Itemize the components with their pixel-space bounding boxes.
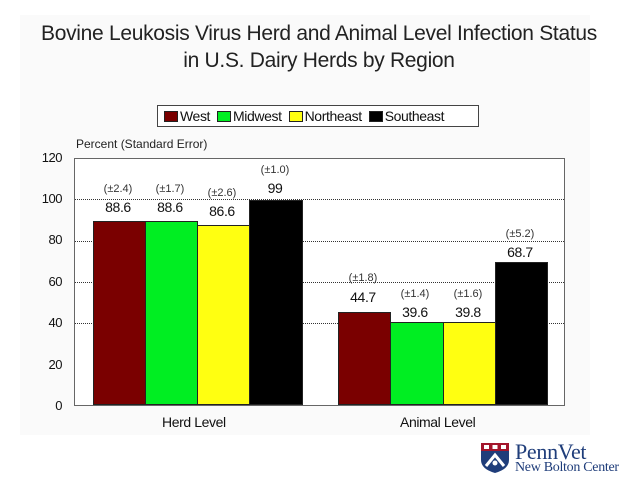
- gridline-100: [75, 199, 564, 200]
- se-label-herd-northeast: (±2.6): [207, 187, 237, 199]
- legend-label: Southeast: [384, 108, 445, 124]
- y-tick-120: 120: [41, 150, 63, 165]
- chart-title: Bovine Leukosis Virus Herd and Animal Le…: [0, 20, 638, 74]
- logo-title: PennVet: [515, 439, 587, 464]
- legend-label: West: [180, 108, 211, 124]
- value-label-animal-midwest: 39.6: [402, 304, 428, 320]
- se-label-herd-southeast: (±1.0): [260, 164, 290, 176]
- value-label-animal-west: 44.7: [350, 289, 376, 305]
- title-line-1: Bovine Leukosis Virus Herd and Animal Le…: [41, 22, 597, 45]
- legend-label: Midwest: [233, 108, 282, 124]
- legend-swatch-midwest: [217, 110, 232, 122]
- y-tick-100: 100: [41, 191, 63, 206]
- value-label-animal-northeast: 39.8: [455, 304, 481, 320]
- gridline-40: [75, 323, 564, 324]
- legend-swatch-northeast: [288, 110, 303, 122]
- y-tick-60: 60: [48, 274, 63, 289]
- pennvet-logo: PennVet New Bolton Center: [480, 439, 638, 478]
- y-tick-40: 40: [48, 315, 63, 330]
- bar-animal-northeast: [443, 322, 496, 405]
- bar-animal-midwest: [390, 322, 444, 405]
- penn-shield-icon: [481, 443, 509, 473]
- se-label-animal-northeast: (±1.6): [453, 288, 483, 300]
- legend-item-southeast: Southeast: [368, 108, 445, 124]
- plot-area: [74, 158, 565, 406]
- gridline-60: [75, 282, 564, 283]
- legend-label: Northeast: [304, 108, 363, 124]
- bar-animal-west: [338, 312, 391, 405]
- bar-herd-northeast: [197, 225, 250, 405]
- logo-subtitle: New Bolton Center: [515, 460, 619, 475]
- legend-swatch-southeast: [368, 110, 383, 122]
- se-label-herd-west: (±2.4): [103, 183, 133, 195]
- value-label-herd-midwest: 88.6: [157, 199, 183, 215]
- x-category-animal-level: Animal Level: [400, 414, 476, 430]
- value-label-herd-southeast: 99: [267, 180, 283, 196]
- se-label-animal-southeast: (±5.2): [505, 228, 535, 240]
- legend: West Midwest Northeast Southeast: [157, 105, 479, 127]
- title-line-2: in U.S. Dairy Herds by Region: [183, 49, 455, 72]
- bar-herd-west: [93, 221, 146, 405]
- bar-herd-midwest: [145, 221, 198, 405]
- se-label-animal-west: (±1.8): [348, 272, 378, 284]
- value-label-herd-northeast: 86.6: [209, 203, 235, 219]
- value-label-animal-southeast: 68.7: [507, 244, 533, 260]
- x-category-herd-level: Herd Level: [162, 414, 226, 430]
- y-axis-label: Percent (Standard Error): [76, 137, 208, 151]
- legend-item-west: West: [164, 108, 210, 124]
- value-label-herd-west: 88.6: [105, 199, 131, 215]
- legend-item-midwest: Midwest: [217, 108, 282, 124]
- legend-item-northeast: Northeast: [288, 108, 363, 124]
- se-label-herd-midwest: (±1.7): [155, 183, 185, 195]
- y-tick-0: 0: [55, 398, 62, 413]
- bar-herd-southeast: [249, 200, 303, 405]
- bar-animal-southeast: [495, 262, 548, 405]
- legend-swatch-west: [164, 110, 178, 122]
- y-tick-80: 80: [48, 232, 63, 247]
- se-label-animal-midwest: (±1.4): [400, 288, 430, 300]
- y-tick-20: 20: [48, 357, 63, 372]
- gridline-80: [75, 241, 564, 242]
